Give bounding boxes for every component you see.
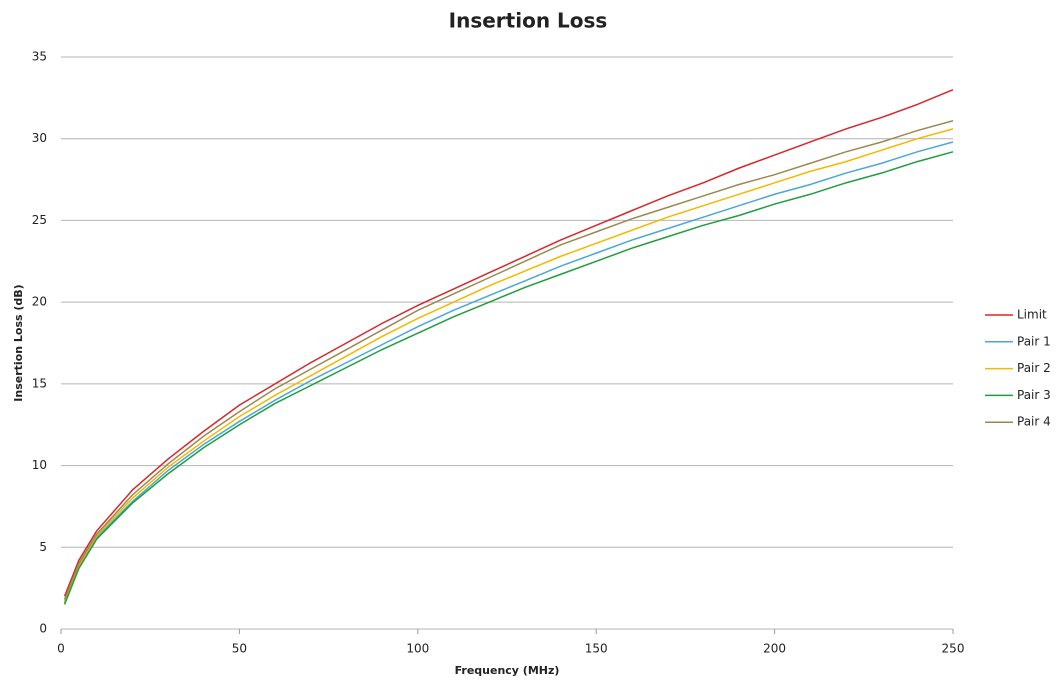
y-tick-label: 0 — [39, 622, 47, 636]
x-tick-label: 200 — [763, 642, 786, 656]
series-line — [63, 141, 954, 604]
series-line — [63, 128, 954, 602]
y-tick-label: 10 — [32, 458, 47, 472]
y-tick-label: 25 — [32, 213, 47, 227]
chart-title: Insertion Loss — [449, 9, 608, 33]
series-line — [63, 151, 954, 605]
x-tick-label: 150 — [585, 642, 608, 656]
legend-label: Pair 3 — [1017, 388, 1051, 402]
y-tick-label: 35 — [32, 50, 47, 64]
y-tick-label: 5 — [39, 540, 47, 554]
legend-label: Limit — [1017, 308, 1047, 322]
x-tick-label: 50 — [232, 642, 247, 656]
legend-label: Pair 1 — [1017, 334, 1051, 348]
x-tick-label: 0 — [57, 642, 65, 656]
y-tick-label: 15 — [32, 376, 47, 390]
x-tick-label: 250 — [942, 642, 965, 656]
x-tick-label: 100 — [406, 642, 429, 656]
legend-label: Pair 4 — [1017, 415, 1051, 429]
y-axis-label: Insertion Loss (dB) — [12, 284, 25, 401]
series-line — [63, 88, 954, 597]
series-line — [63, 120, 954, 600]
y-tick-label: 20 — [32, 295, 47, 309]
legend-label: Pair 2 — [1017, 361, 1051, 375]
y-tick-label: 30 — [32, 131, 47, 145]
x-axis-label: Frequency (MHz) — [455, 664, 560, 677]
